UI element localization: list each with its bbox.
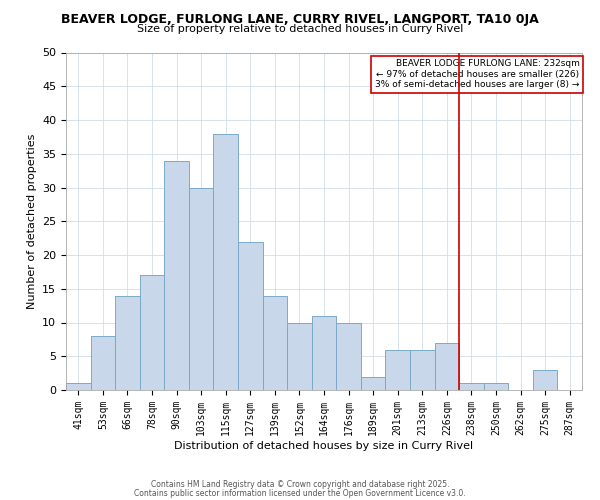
Bar <box>336 322 361 390</box>
Bar <box>287 322 312 390</box>
Bar <box>91 336 115 390</box>
Bar <box>214 134 238 390</box>
Text: Contains HM Land Registry data © Crown copyright and database right 2025.: Contains HM Land Registry data © Crown c… <box>151 480 449 489</box>
Bar <box>164 160 189 390</box>
Bar <box>533 370 557 390</box>
Bar <box>385 350 410 390</box>
Bar <box>238 242 263 390</box>
Bar <box>459 383 484 390</box>
Bar <box>115 296 140 390</box>
Y-axis label: Number of detached properties: Number of detached properties <box>26 134 37 309</box>
Bar <box>434 343 459 390</box>
Bar <box>410 350 434 390</box>
Text: BEAVER LODGE, FURLONG LANE, CURRY RIVEL, LANGPORT, TA10 0JA: BEAVER LODGE, FURLONG LANE, CURRY RIVEL,… <box>61 12 539 26</box>
Bar <box>189 188 214 390</box>
Bar <box>312 316 336 390</box>
Bar <box>66 383 91 390</box>
Bar <box>263 296 287 390</box>
Bar <box>484 383 508 390</box>
X-axis label: Distribution of detached houses by size in Curry Rivel: Distribution of detached houses by size … <box>175 440 473 450</box>
Text: BEAVER LODGE FURLONG LANE: 232sqm
← 97% of detached houses are smaller (226)
3% : BEAVER LODGE FURLONG LANE: 232sqm ← 97% … <box>375 59 580 89</box>
Text: Contains public sector information licensed under the Open Government Licence v3: Contains public sector information licen… <box>134 488 466 498</box>
Bar <box>361 376 385 390</box>
Text: Size of property relative to detached houses in Curry Rivel: Size of property relative to detached ho… <box>137 24 463 34</box>
Bar <box>140 275 164 390</box>
